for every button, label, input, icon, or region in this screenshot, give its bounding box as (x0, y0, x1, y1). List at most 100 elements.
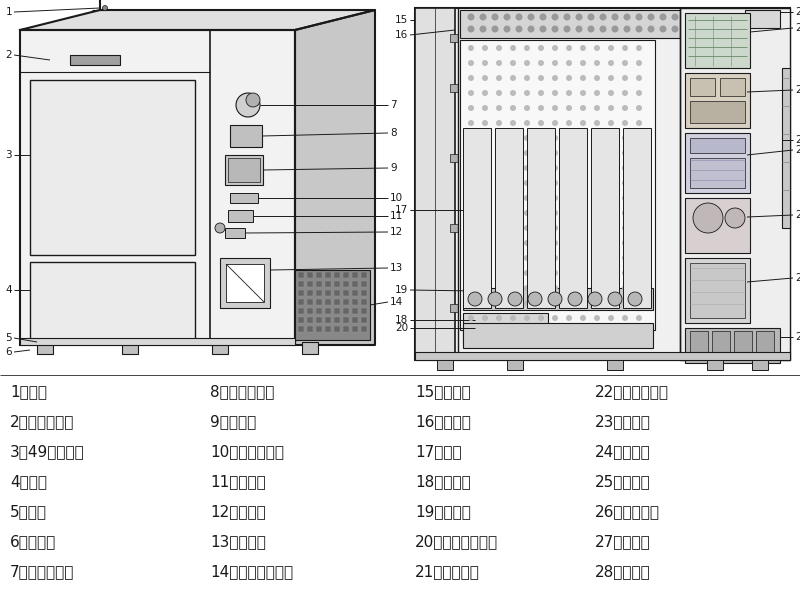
Text: 14、压缩机散热口: 14、压缩机散热口 (210, 564, 293, 579)
Circle shape (468, 195, 474, 201)
Bar (752, 360, 768, 370)
Bar (343, 299, 349, 305)
Text: 15: 15 (394, 15, 408, 25)
Circle shape (608, 120, 614, 126)
Circle shape (580, 300, 586, 306)
Circle shape (496, 165, 502, 171)
Bar (415, 8, 455, 360)
Circle shape (580, 90, 586, 96)
Circle shape (622, 60, 628, 66)
Circle shape (496, 75, 502, 81)
Circle shape (482, 165, 488, 171)
Bar (685, 198, 750, 253)
Text: 4: 4 (6, 285, 12, 295)
Bar (20, 338, 295, 345)
Circle shape (524, 165, 530, 171)
Bar (325, 290, 331, 296)
Circle shape (608, 255, 614, 261)
Circle shape (496, 135, 502, 141)
Bar (298, 299, 304, 305)
Text: 8: 8 (390, 128, 397, 138)
Circle shape (622, 255, 628, 261)
Circle shape (608, 315, 614, 321)
Bar (361, 317, 367, 323)
Circle shape (479, 26, 486, 32)
Bar (352, 308, 358, 314)
Bar (334, 272, 340, 278)
Circle shape (538, 60, 544, 66)
Text: 20: 20 (395, 323, 408, 333)
Circle shape (671, 13, 678, 21)
Circle shape (510, 180, 516, 186)
Bar (690, 331, 708, 359)
Circle shape (468, 135, 474, 141)
Bar (325, 308, 331, 314)
Circle shape (594, 270, 600, 276)
Bar (527, 128, 555, 308)
Circle shape (566, 45, 572, 51)
Circle shape (671, 26, 678, 32)
Bar (316, 308, 322, 314)
Circle shape (538, 195, 544, 201)
Circle shape (538, 45, 544, 51)
Circle shape (636, 45, 642, 51)
Circle shape (496, 210, 502, 216)
Circle shape (580, 60, 586, 66)
Bar (463, 288, 653, 310)
Circle shape (608, 180, 614, 186)
Circle shape (524, 315, 530, 321)
Circle shape (467, 26, 474, 32)
Circle shape (496, 225, 502, 231)
Circle shape (510, 285, 516, 291)
Text: 26、进货口门: 26、进货口门 (595, 505, 660, 519)
Text: 23、电控筱: 23、电控筱 (595, 415, 651, 429)
Bar (30, 80, 195, 255)
Circle shape (538, 165, 544, 171)
Bar (685, 13, 750, 68)
Circle shape (524, 270, 530, 276)
Circle shape (552, 195, 558, 201)
Circle shape (468, 120, 474, 126)
Text: 1、天线: 1、天线 (10, 384, 47, 399)
Circle shape (552, 240, 558, 246)
Circle shape (580, 315, 586, 321)
Circle shape (468, 292, 482, 306)
Circle shape (623, 13, 630, 21)
Bar (307, 317, 313, 323)
Circle shape (594, 195, 600, 201)
Circle shape (552, 45, 558, 51)
Circle shape (510, 225, 516, 231)
Circle shape (580, 240, 586, 246)
Bar (334, 308, 340, 314)
Circle shape (496, 240, 502, 246)
Bar (316, 299, 322, 305)
Circle shape (510, 90, 516, 96)
Circle shape (482, 285, 488, 291)
Bar (298, 290, 304, 296)
Circle shape (538, 285, 544, 291)
Bar (782, 68, 790, 228)
Text: 16、吹风口: 16、吹风口 (415, 415, 471, 429)
Circle shape (246, 93, 260, 107)
Circle shape (594, 165, 600, 171)
Circle shape (496, 105, 502, 111)
Circle shape (482, 315, 488, 321)
Circle shape (622, 285, 628, 291)
Circle shape (611, 26, 618, 32)
Circle shape (594, 255, 600, 261)
Circle shape (594, 240, 600, 246)
Circle shape (628, 292, 642, 306)
Bar (690, 158, 745, 188)
Circle shape (636, 225, 642, 231)
Circle shape (538, 240, 544, 246)
Circle shape (636, 180, 642, 186)
Text: 28: 28 (795, 332, 800, 342)
Circle shape (608, 75, 614, 81)
Bar (361, 299, 367, 305)
Bar (352, 272, 358, 278)
Bar (228, 210, 253, 222)
Bar (680, 8, 790, 360)
Circle shape (622, 165, 628, 171)
Circle shape (467, 13, 474, 21)
Bar (756, 331, 774, 359)
